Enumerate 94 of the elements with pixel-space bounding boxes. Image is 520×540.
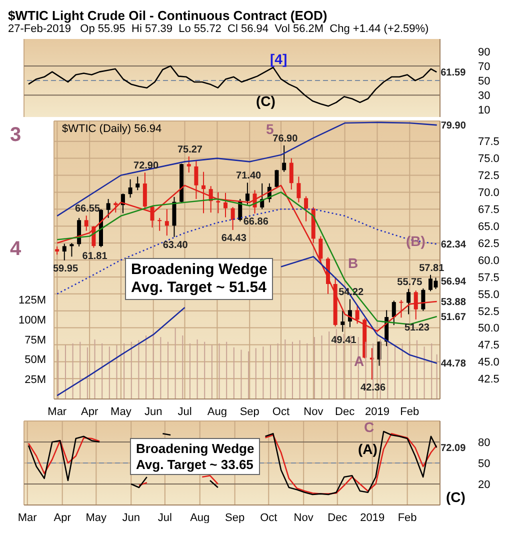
y-tick-label: 30 — [478, 90, 490, 102]
y-tick-label: 60.0 — [478, 254, 500, 267]
text: (C) — [446, 489, 466, 506]
annotation: B — [348, 255, 358, 272]
candlestick — [158, 218, 162, 231]
y-tick-label: 42.5 — [478, 374, 500, 386]
annotation: Broadening Wedge Avg. Target ~ 51.54 — [125, 258, 274, 300]
annotation: C — [364, 419, 374, 436]
y-tick-label: 80 — [478, 436, 490, 449]
annotation: 66.86 — [243, 216, 269, 228]
x-tick-label: May — [110, 406, 132, 418]
x-tick-label: Feb — [398, 512, 417, 524]
annotation: 75.27 — [177, 144, 203, 156]
x-tick-label: 2019 — [360, 512, 385, 524]
y-tick-label: 62.5 — [478, 238, 500, 250]
y-tick-label: 77.5 — [478, 136, 500, 148]
x-tick-label: Jul — [158, 512, 172, 524]
y-tick-label: 50 — [478, 458, 490, 470]
y-tick-label: 20 — [478, 478, 490, 491]
annotation: 71.40 — [236, 170, 262, 182]
annotation: 53.88 — [440, 297, 466, 308]
x-tick-label: Mar — [48, 406, 67, 418]
annotation: 72.90 — [134, 160, 159, 172]
x-tick-label: Jul — [178, 406, 192, 418]
annotation: 44.78 — [440, 358, 466, 370]
y2-tick-label: 125M — [18, 294, 46, 307]
x-tick-label: Nov — [294, 512, 314, 524]
annotation: A — [354, 353, 364, 370]
y-tick-label: 55.0 — [478, 288, 500, 301]
y-tick-label: 90 — [478, 46, 490, 58]
annotation: 66.55 — [74, 204, 100, 215]
annotation: $WTIC (Daily) 56.94 — [62, 123, 162, 136]
annotation: 49.41 — [331, 334, 357, 346]
x-tick-label: Apr — [54, 512, 72, 524]
annotation: Broadening Wedge Avg. Target ~ 33.65 — [130, 438, 260, 476]
x-tick-label: Dec — [335, 406, 356, 418]
y2-tick-label: 100M — [18, 314, 46, 326]
x-tick-label: Dec — [328, 512, 348, 524]
annotation: 51.23 — [404, 322, 430, 334]
text: 4 — [10, 237, 22, 261]
y-tick-label: 52.5 — [478, 306, 500, 318]
annotation: [4] — [270, 51, 288, 68]
y-tick-label: 50.0 — [478, 322, 500, 335]
x-tick-label: Feb — [400, 406, 420, 418]
x-tick-label: Apr — [81, 406, 98, 418]
line-series — [28, 65, 438, 107]
y-tick-label: 67.5 — [478, 204, 500, 216]
annotation: 56.94 — [440, 276, 466, 288]
annotation: 61.81 — [82, 250, 108, 262]
annotation: (C) — [256, 93, 276, 110]
y-tick-label: 57.5 — [478, 272, 500, 284]
annotation: 51.67 — [440, 312, 466, 324]
annotation: 62.34 — [440, 240, 466, 251]
line-series — [56, 122, 438, 217]
annotation: 72.09 — [440, 443, 466, 454]
y-tick-label: 70 — [478, 60, 490, 73]
y-tick-label: 47.5 — [478, 340, 500, 352]
y-tick-label: 50 — [478, 75, 490, 88]
annotation: 55.75 — [397, 276, 423, 288]
y-tick-label: 70.0 — [478, 187, 500, 200]
y-tick-label: 75.0 — [478, 153, 500, 166]
y-tick-label: 72.5 — [478, 170, 500, 182]
annotation: (B) — [406, 233, 426, 250]
annotation: 79.90 — [440, 120, 466, 132]
annotation: 76.90 — [272, 133, 298, 144]
annotation: 5 — [266, 121, 274, 137]
x-tick-label: Jun — [144, 406, 162, 418]
annotation: 59.95 — [52, 263, 78, 274]
x-tick-label: Oct — [260, 512, 278, 524]
x-tick-label: 2019 — [364, 406, 390, 418]
y2-tick-label: 75M — [24, 334, 46, 346]
annotation: (A) — [358, 441, 378, 458]
text: 3 — [10, 123, 22, 147]
x-tick-label: May — [86, 512, 108, 524]
y2-tick-label: 50M — [24, 354, 46, 366]
x-tick-label: Jun — [122, 512, 140, 524]
x-tick-label: Aug — [207, 406, 227, 418]
y2-tick-label: 25M — [24, 374, 46, 386]
annotation: 63.40 — [162, 240, 188, 252]
x-tick-label: Mar — [18, 512, 38, 524]
annotation: 64.43 — [221, 233, 247, 244]
x-tick-label: Nov — [304, 406, 324, 418]
x-tick-label: Sep — [240, 406, 260, 418]
annotation: 42.36 — [360, 382, 386, 394]
y-tick-label: 45.0 — [478, 356, 500, 369]
chart-subtitle: 27-Feb-2019 Op 55.95 Hi 57.39 Lo 55.72 Cl 56.94 Vol 56.2M Chg +1.44 (+2.59%) — [8, 23, 430, 35]
annotation: 61.59 — [440, 68, 466, 79]
annotation: 57.81 — [419, 262, 445, 274]
x-tick-label: Oct — [272, 406, 290, 418]
y-tick-label: 10 — [478, 104, 490, 117]
x-tick-label: Aug — [190, 512, 210, 524]
chart-title: $WTIC Light Crude Oil - Continuous Contract (EOD) — [8, 8, 328, 23]
x-tick-label: Sep — [225, 512, 245, 524]
y-tick-label: 65.0 — [478, 221, 500, 234]
